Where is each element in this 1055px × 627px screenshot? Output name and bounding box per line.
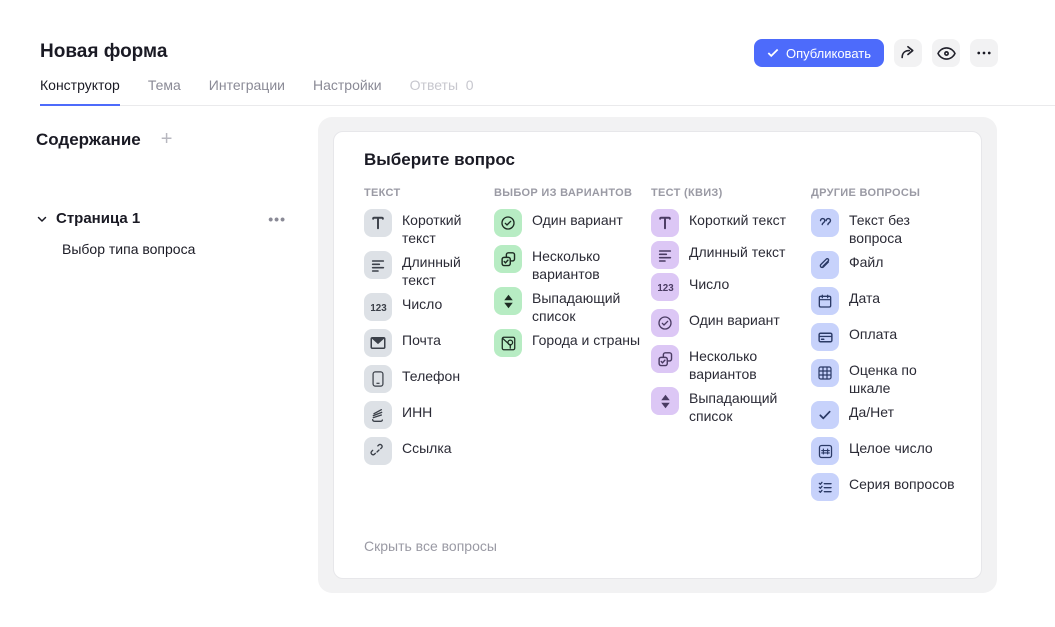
svg-text:123: 123 [657,282,674,293]
svg-text:123: 123 [370,302,387,313]
